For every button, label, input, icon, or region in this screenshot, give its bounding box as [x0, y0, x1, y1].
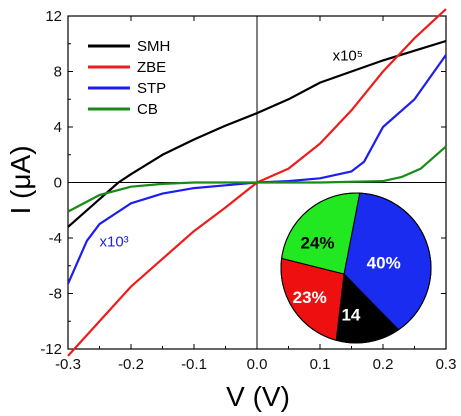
scale-annotation: x10⁵	[333, 47, 363, 64]
x-tick-label: 0.3	[436, 356, 457, 373]
legend-label: CB	[137, 101, 158, 118]
y-tick-label: 4	[54, 119, 62, 136]
x-tick-label: 0.0	[247, 356, 268, 373]
legend-label: SMH	[137, 38, 170, 55]
y-axis-label: I (μA)	[5, 145, 36, 214]
pie-slice-label: 23%	[293, 288, 327, 307]
series-group	[66, 8, 447, 357]
x-tick-label: -0.3	[55, 356, 81, 373]
x-tick-label: -0.2	[118, 356, 144, 373]
x-tick-label: -0.1	[181, 356, 207, 373]
y-tick-label: 8	[54, 64, 62, 81]
y-tick-label: 0	[54, 175, 62, 192]
x-axis-label: V (V)	[226, 381, 290, 412]
legend: SMH ZBE STP CB	[88, 38, 170, 118]
series-line-smh	[67, 39, 447, 228]
scale-annotation: x10³	[100, 233, 129, 250]
legend-label: ZBE	[137, 59, 166, 76]
pie-slice-label: 24%	[300, 233, 334, 252]
y-tick-label: -4	[49, 230, 62, 247]
y-tick-label: -8	[49, 286, 62, 303]
y-tick-label: -12	[40, 341, 62, 358]
pie-outline	[280, 192, 432, 344]
axes-group: -0.3 -0.2 -0.1 0.0 0.1 0.2 0.3 -12 -8 -4 0 4 8 12	[40, 8, 456, 373]
series-line-cb	[67, 145, 447, 213]
annotations: x10⁵ x10³	[100, 47, 364, 250]
legend-label: STP	[137, 80, 166, 97]
x-tick-label: 0.1	[310, 356, 331, 373]
x-tick-label: 0.2	[373, 356, 394, 373]
y-tick-label: 12	[45, 8, 62, 25]
inset-pie-chart: 40% 14 23% 24%	[280, 192, 432, 344]
pie-slice-label: 40%	[367, 254, 401, 273]
pie-slice-label: 14	[341, 306, 360, 325]
